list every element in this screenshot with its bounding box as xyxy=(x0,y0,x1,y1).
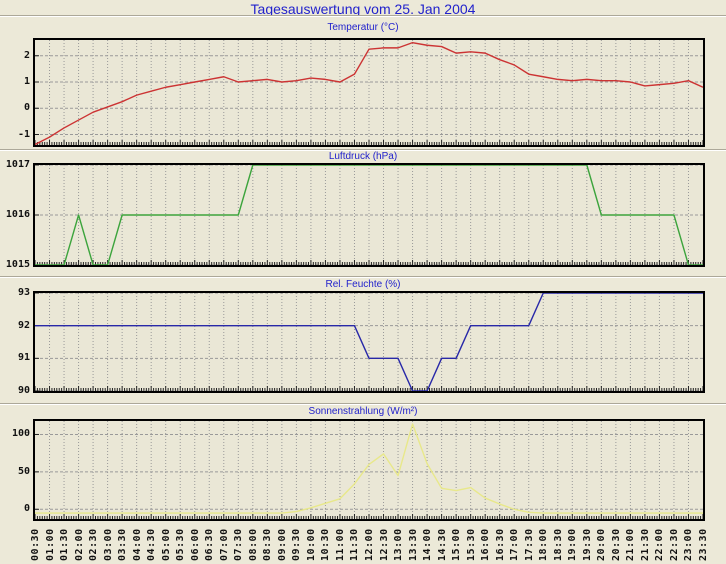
x-axis-label: 00:30 xyxy=(30,528,41,561)
x-axis-label: 17:00 xyxy=(509,528,521,561)
x-axis-label: 16:00 xyxy=(480,528,492,561)
pressure-plot xyxy=(33,163,705,267)
temperature-plot xyxy=(33,38,705,147)
x-axis-label: 11:30 xyxy=(349,528,361,561)
x-axis-label: 21:30 xyxy=(639,528,651,561)
luftdruck-ytick-label: 1016 xyxy=(5,209,30,220)
x-axis-label: 07:30 xyxy=(233,528,245,561)
x-axis-label: 13:30 xyxy=(407,528,419,561)
x-axis-label: 05:00 xyxy=(160,528,172,561)
rel_feuchte-plot-svg xyxy=(33,291,705,393)
x-axis-label: 01:00 xyxy=(44,528,56,561)
x-axis-label: 06:00 xyxy=(189,528,201,561)
x-axis-label: 20:00 xyxy=(596,528,608,561)
luftdruck-ytick-label: 1017 xyxy=(5,159,30,170)
x-axis-label: 09:00 xyxy=(276,528,288,561)
sonnenstrahlung-plot-svg xyxy=(33,419,705,521)
x-axis-label: 22:00 xyxy=(654,528,666,561)
x-axis-label: 01:30 xyxy=(59,528,71,561)
section-divider xyxy=(0,403,726,405)
humidity-chart-title: Rel. Feuchte (%) xyxy=(325,279,401,290)
temperature-chart-title: Temperatur (°C) xyxy=(327,22,399,33)
x-axis-label: 07:00 xyxy=(218,528,230,561)
sonnenstrahlung-ytick-label: 50 xyxy=(17,465,30,477)
sonnenstrahlung-ytick-label: 0 xyxy=(23,503,30,515)
x-axis-label: 02:30 xyxy=(88,528,100,561)
rel_feuchte-ytick-label: 93 xyxy=(17,287,30,298)
luftdruck-ytick-label: 1015 xyxy=(5,259,30,270)
pressure-chart-title: Luftdruck (hPa) xyxy=(328,151,398,162)
rel_feuchte-ytick-label: 90 xyxy=(17,385,30,396)
x-axis-label: 23:30 xyxy=(698,528,709,561)
x-axis-label: 22:30 xyxy=(668,528,680,561)
x-axis-label: 14:30 xyxy=(436,528,448,561)
luftdruck-plot-svg xyxy=(33,163,705,267)
section-divider xyxy=(0,15,726,17)
x-axis-label: 20:30 xyxy=(610,528,622,561)
x-axis-label: 10:30 xyxy=(320,528,332,561)
x-axis-label: 06:30 xyxy=(204,528,216,561)
x-axis-label: 04:00 xyxy=(131,528,143,561)
solar-radiation-chart-title: Sonnenstrahlung (W/m²) xyxy=(308,406,418,417)
sonnenstrahlung-ytick-label: 100 xyxy=(11,428,30,440)
x-axis-label: 14:00 xyxy=(422,528,434,561)
temperatur-ytick-label: 2 xyxy=(23,49,30,61)
rel_feuchte-ytick-label: 91 xyxy=(17,352,30,364)
x-axis-label: 12:00 xyxy=(364,528,375,561)
x-axis-label: 08:00 xyxy=(247,528,259,561)
x-axis-label: 19:30 xyxy=(581,528,593,561)
x-axis-label: 23:00 xyxy=(683,528,695,561)
x-axis-label: 17:30 xyxy=(523,528,535,561)
x-axis-label: 12:30 xyxy=(378,528,390,561)
x-axis-label: 04:30 xyxy=(146,528,158,561)
humidity-plot xyxy=(33,291,705,393)
x-axis-label: 18:00 xyxy=(538,528,550,561)
x-axis-label: 02:00 xyxy=(73,528,85,561)
temperatur-plot-svg xyxy=(33,38,705,147)
temperatur-ytick-label: 0 xyxy=(23,102,30,114)
x-axis-label: 09:30 xyxy=(291,528,303,561)
x-axis-label: 13:00 xyxy=(393,528,405,561)
x-axis-label: 15:30 xyxy=(465,528,477,561)
solar-radiation-plot xyxy=(33,419,705,521)
x-axis-label: 15:00 xyxy=(451,528,463,561)
x-axis-label: 16:30 xyxy=(494,528,506,561)
x-axis-label: 03:30 xyxy=(117,528,129,561)
x-axis-label: 03:00 xyxy=(102,528,114,561)
x-axis-label: 11:00 xyxy=(334,528,346,561)
rel_feuchte-ytick-label: 92 xyxy=(17,319,30,331)
x-axis-label: 18:30 xyxy=(552,528,564,561)
x-axis-label: 05:30 xyxy=(175,528,187,561)
x-axis-label: 08:30 xyxy=(262,528,274,561)
section-divider xyxy=(0,276,726,278)
section-divider xyxy=(0,149,726,151)
temperatur-ytick-label: 1 xyxy=(23,76,30,87)
x-axis-label: 19:00 xyxy=(567,528,579,561)
temperatur-ytick-label: -1 xyxy=(17,128,30,140)
x-axis-label: 10:00 xyxy=(305,528,317,561)
page-title: Tagesauswertung vom 25. Jan 2004 xyxy=(250,1,476,17)
x-axis-label: 21:00 xyxy=(625,528,637,561)
